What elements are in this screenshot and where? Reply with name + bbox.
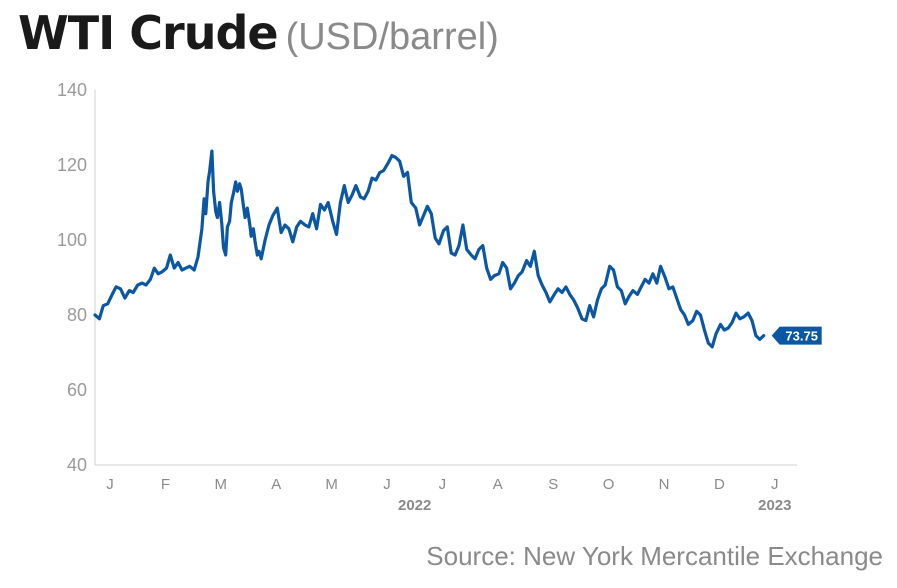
- last-value-label: 73.75: [785, 329, 818, 344]
- year-label: 2022: [398, 497, 431, 514]
- x-tick-label: O: [603, 476, 615, 493]
- x-tick-label: M: [215, 476, 228, 493]
- series-line: [93, 149, 766, 349]
- last-value-marker: 73.75: [771, 326, 822, 345]
- y-tick-label: 40: [67, 455, 87, 475]
- source-note: Source: New York Mercantile Exchange: [426, 541, 883, 571]
- x-tick-label: J: [106, 476, 114, 493]
- chart-unit: (USD/barrel): [285, 16, 499, 58]
- x-tick-label: N: [659, 476, 670, 493]
- y-tick-label: 120: [57, 155, 87, 175]
- x-tick-label: F: [161, 476, 170, 493]
- x-tick-label: A: [271, 476, 281, 493]
- x-tick-label: J: [383, 476, 391, 493]
- x-tick-label: S: [548, 476, 558, 493]
- chart-title: WTI Crude: [18, 6, 279, 60]
- chart-title-row: WTI Crude (USD/barrel): [18, 6, 499, 60]
- x-tick-label: J: [771, 476, 779, 493]
- x-tick-label: D: [714, 476, 725, 493]
- x-tick-label: J: [439, 476, 447, 493]
- y-tick-label: 140: [57, 80, 87, 100]
- last-value-tag: [771, 326, 822, 345]
- year-label: 2023: [758, 497, 791, 514]
- y-tick-label: 100: [57, 230, 87, 250]
- x-tick-label: M: [325, 476, 338, 493]
- y-tick-label: 60: [67, 380, 87, 400]
- plot-area: [93, 149, 766, 349]
- y-axis: 40 60 80 100 120 140: [57, 80, 96, 475]
- x-tick-label: A: [493, 476, 503, 493]
- y-tick-label: 80: [67, 305, 87, 325]
- x-axis: J F M A M J J A S O N D J 2022 2023: [95, 464, 797, 514]
